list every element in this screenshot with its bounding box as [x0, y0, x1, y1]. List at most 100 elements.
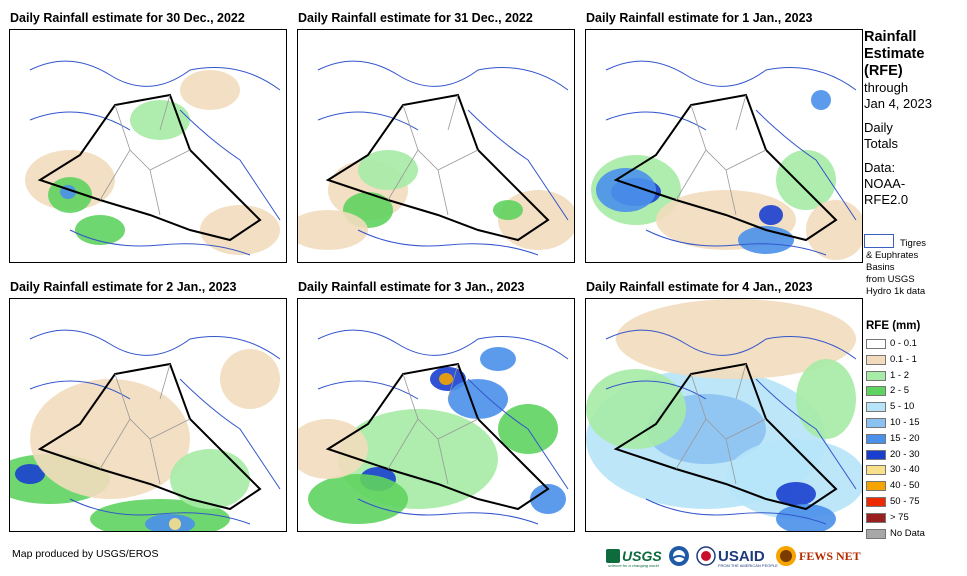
- basin-boundary: [605, 60, 857, 256]
- province-boundaries: [99, 363, 191, 485]
- rainfall-area: [298, 210, 368, 250]
- legend-label: 1 - 2: [890, 369, 910, 381]
- legend-label: 50 - 75: [890, 496, 920, 507]
- legend-label: 10 - 15: [890, 417, 920, 428]
- rainfall-area: [480, 347, 516, 371]
- rainfall-map-2-graphic: [298, 60, 574, 256]
- usgs-logo-text: USGS: [622, 548, 662, 564]
- rainfall-map-3-graphic: [591, 60, 862, 260]
- rainfall-area: [759, 205, 783, 225]
- fewsnet-logo: FEWS NET: [775, 544, 861, 568]
- rainfall-area: [616, 299, 856, 379]
- province-boundaries: [99, 94, 191, 216]
- province-boundaries: [675, 94, 767, 216]
- usaid-tagline: FROM THE AMERICAN PEOPLE: [718, 563, 778, 568]
- rainfall-map-1-graphic: [25, 60, 281, 256]
- panel-title-1: Daily Rainfall estimate for 30 Dec., 202…: [10, 11, 245, 25]
- basin-line2: & Euphrates: [866, 250, 919, 261]
- fewsnet-logo-text: FEWS NET: [799, 548, 861, 563]
- panel-title-4: Daily Rainfall estimate for 2 Jan., 2023: [10, 280, 237, 294]
- legend-label: No Data: [890, 527, 925, 539]
- basin-swatch: [864, 234, 894, 248]
- rainfall-map-2: [297, 29, 575, 263]
- basin-line3: Basins: [866, 262, 895, 273]
- data-label: Data:: [864, 160, 896, 175]
- legend-label: 2 - 5: [890, 385, 910, 397]
- basin-boundary: [317, 60, 569, 256]
- legend-swatch: [866, 339, 886, 349]
- rainfall-area: [498, 190, 574, 250]
- legend-label: > 75: [890, 511, 909, 523]
- legend-title: RFE (mm): [866, 320, 921, 332]
- basin-boundary: [605, 329, 857, 525]
- legend-label: 0.1 - 1: [890, 353, 917, 365]
- legend-swatch: [866, 481, 886, 492]
- legend-label: 0 - 0.1: [890, 338, 917, 349]
- rainfall-area: [586, 369, 686, 449]
- usgs-tagline: science for a changing world: [608, 563, 659, 568]
- basin-line5: Hydro 1k data: [866, 286, 926, 297]
- rainfall-area: [806, 200, 862, 260]
- legend-swatch: [866, 386, 886, 397]
- rainfall-map-6: [585, 298, 863, 532]
- legend-title-line1: Rainfall: [864, 29, 917, 45]
- data-source-line2: RFE2.0: [864, 192, 909, 207]
- noaa-logo-icon: [669, 546, 689, 566]
- legend-title-line3: (RFE): [864, 63, 903, 79]
- legend-swatch: [866, 418, 886, 428]
- basin-line4: from USGS: [866, 274, 915, 285]
- usgs-mark-icon: [606, 549, 620, 563]
- rainfall-map-1: [9, 29, 287, 263]
- province-boundaries: [387, 363, 479, 485]
- legend-title-line2: Estimate: [864, 46, 925, 62]
- rainfall-area: [130, 100, 190, 140]
- legend-swatch: [866, 465, 886, 476]
- rainfall-map-5: [297, 298, 575, 532]
- legend-label: 5 - 10: [890, 401, 915, 413]
- legend-label: 20 - 30: [890, 448, 920, 460]
- panel-title-3: Daily Rainfall estimate for 1 Jan., 2023: [586, 11, 813, 25]
- rainfall-area: [180, 70, 240, 110]
- panel-title-2: Daily Rainfall estimate for 31 Dec., 202…: [298, 11, 533, 25]
- legend-label: 40 - 50: [890, 480, 920, 492]
- legend-swatch: [866, 402, 886, 413]
- through-label: through: [864, 80, 909, 95]
- rainfall-area: [439, 373, 453, 385]
- rainfall-area: [796, 359, 856, 439]
- rainfall-area: [75, 215, 125, 245]
- rainfall-area: [493, 200, 523, 220]
- rainfall-map-4: [9, 298, 287, 532]
- rainfall-area: [358, 150, 418, 190]
- legend-swatch: [866, 433, 886, 444]
- through-date: Jan 4, 2023: [864, 96, 932, 111]
- province-boundaries: [387, 94, 479, 216]
- basin-boundary: [29, 329, 281, 525]
- rainfall-area: [200, 205, 280, 255]
- rainfall-area: [530, 484, 566, 514]
- rainfall-area: [776, 482, 816, 506]
- basin-boundary: [29, 60, 281, 256]
- rainfall-area: [30, 379, 190, 499]
- legend-label: 15 - 20: [890, 432, 920, 444]
- legend-swatch: [866, 512, 886, 523]
- map-credit: Map produced by USGS/EROS: [12, 548, 159, 560]
- usaid-logo: USAID: [696, 544, 765, 568]
- rainfall-map-3: [585, 29, 863, 263]
- rainfall-area: [15, 464, 45, 484]
- rainfall-area: [170, 449, 250, 509]
- noaa-logo: [668, 544, 690, 568]
- usaid-seal-icon: [696, 546, 716, 566]
- legend-swatch: [866, 528, 886, 539]
- rainfall-map-5-graphic: [298, 329, 569, 525]
- basin-boundary: [317, 329, 569, 525]
- rainfall-area: [169, 518, 181, 530]
- legend-swatch: [866, 354, 886, 365]
- legend-swatch: [866, 370, 886, 381]
- legend-swatch: [866, 497, 886, 507]
- data-source-line1: NOAA-: [864, 176, 906, 191]
- rainfall-area: [448, 379, 508, 419]
- legend-swatch: [866, 449, 886, 460]
- fewsnet-globe-icon: [776, 546, 796, 566]
- usaid-logo-text: USAID: [718, 547, 765, 565]
- totals-label: Totals: [864, 136, 898, 151]
